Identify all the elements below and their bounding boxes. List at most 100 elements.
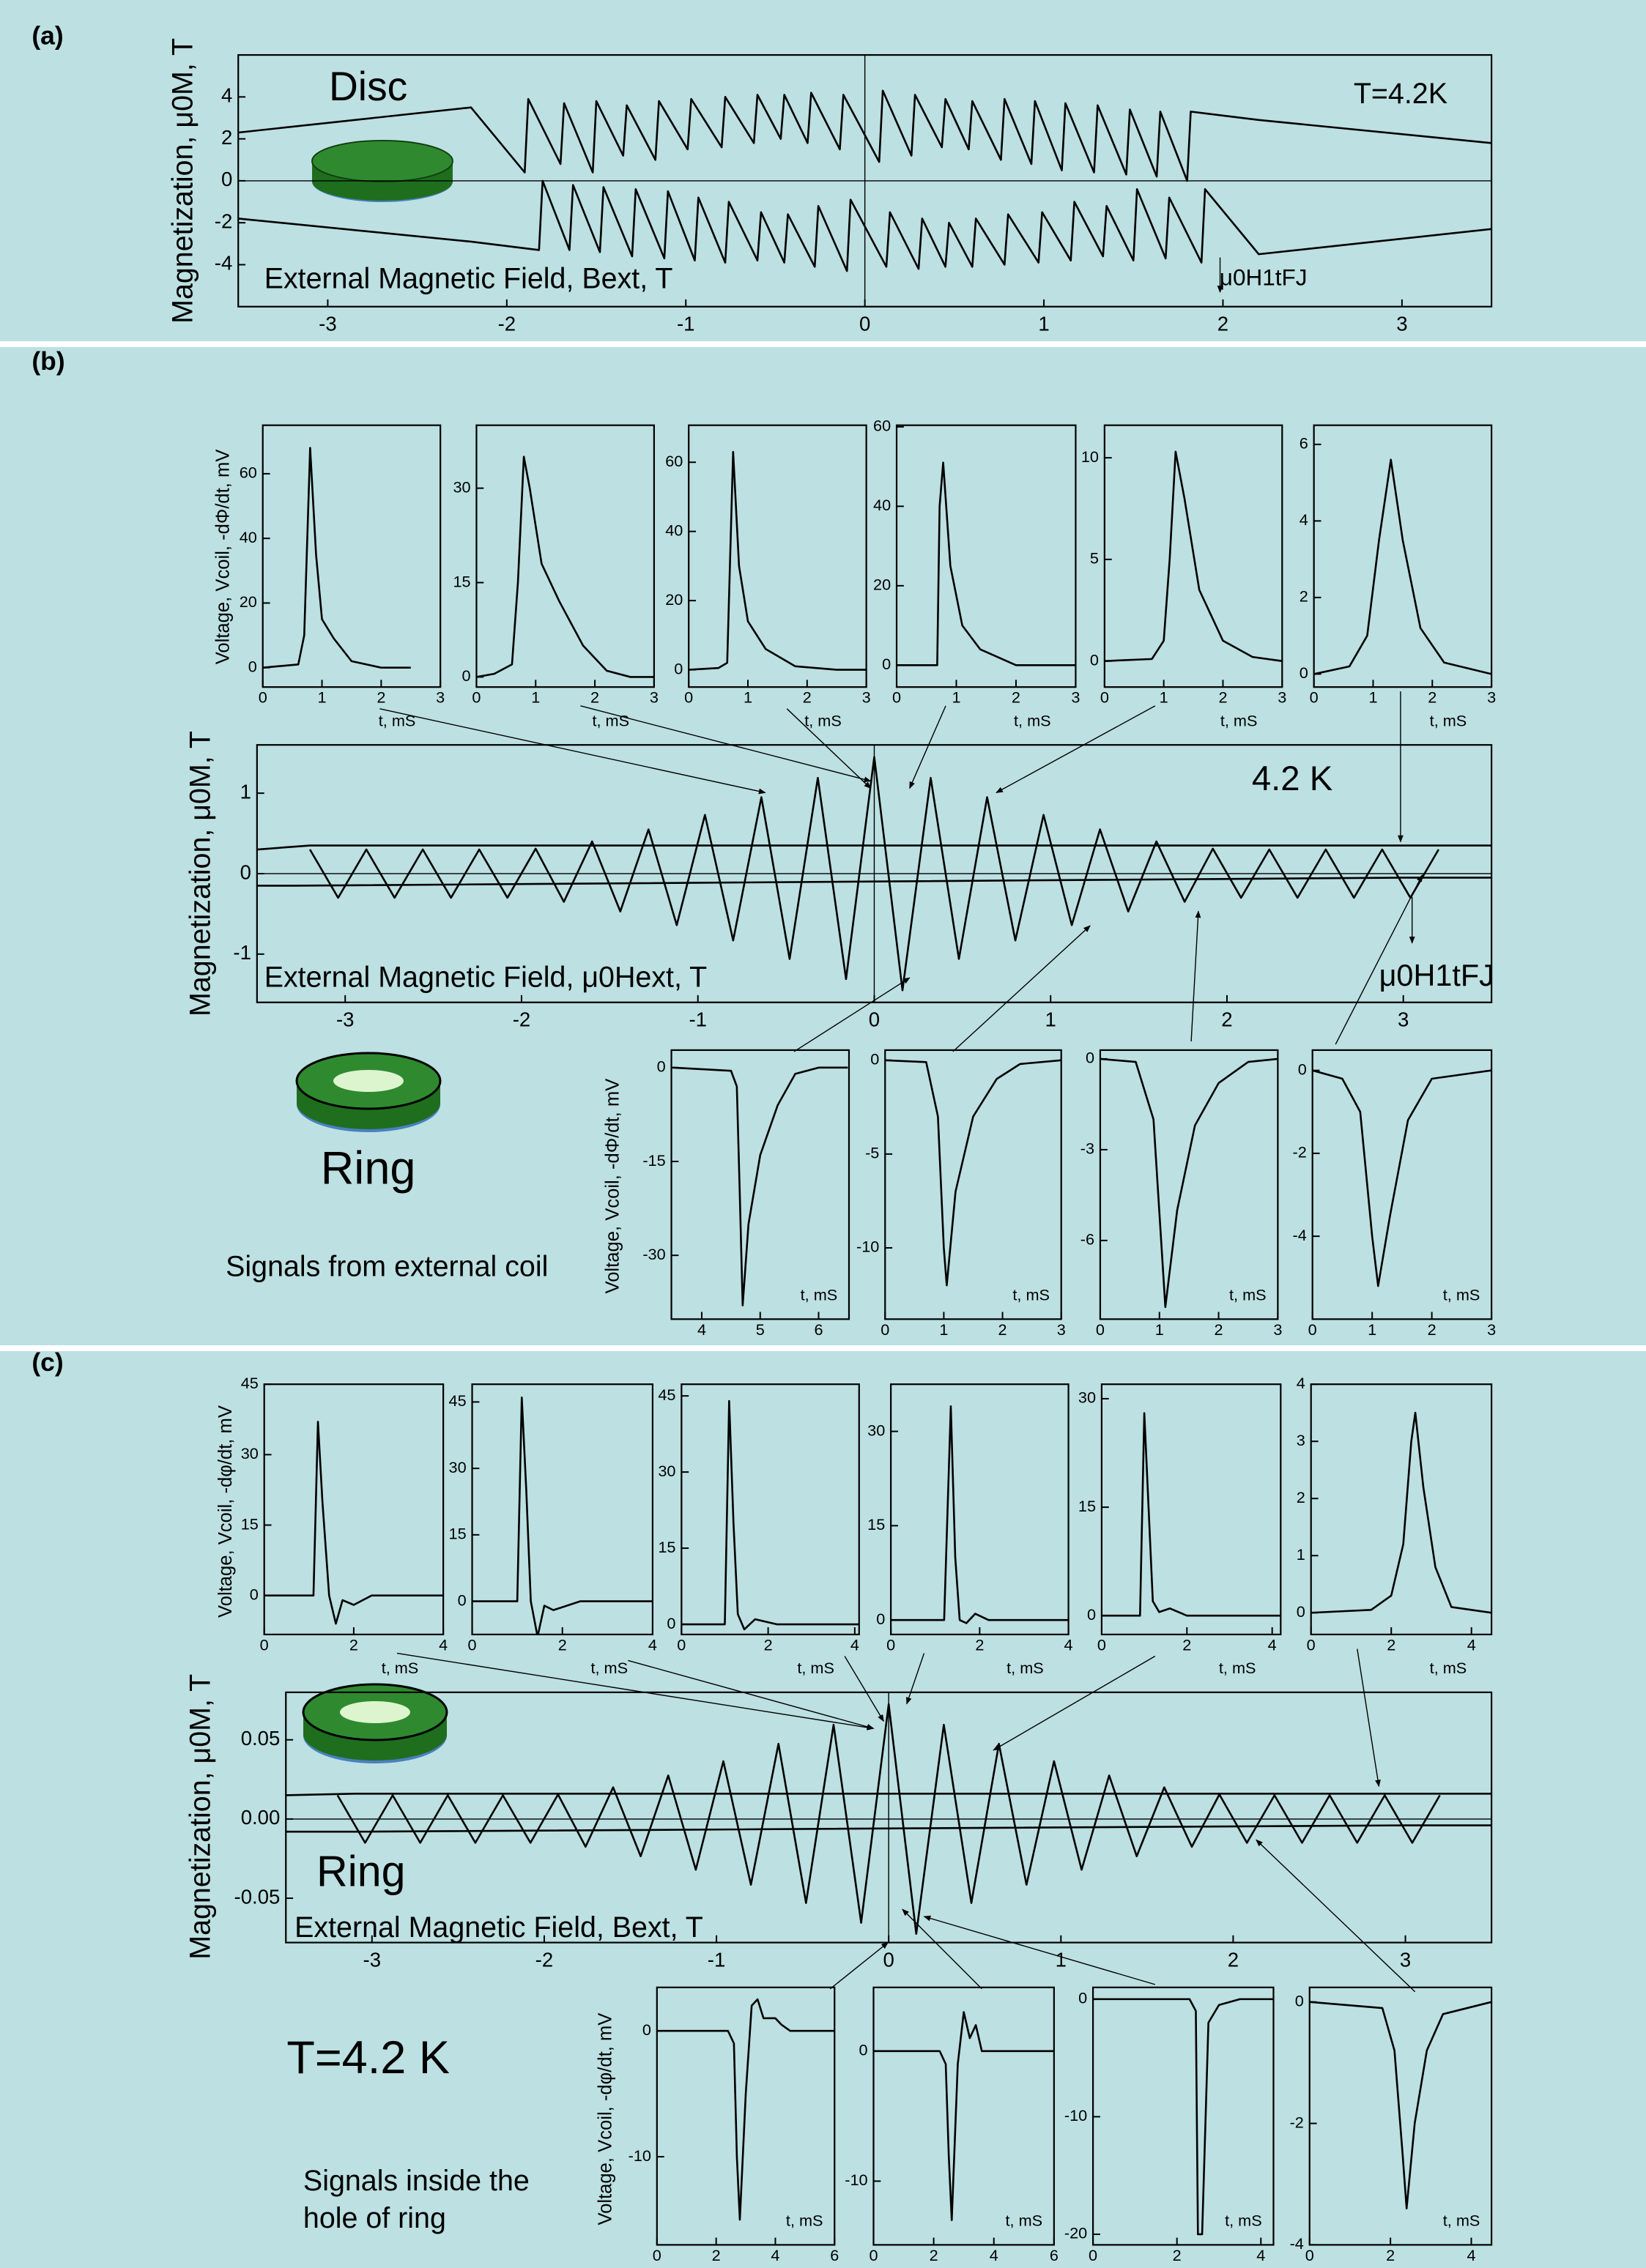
plot-frame (262, 424, 442, 688)
inset-chart: 0 2 4 0 15 30 45 t, mS Voltage, Vcoil, -dφ/dt, m… (215, 1374, 448, 1677)
x-tick-label: 4 (1256, 2246, 1265, 2264)
inset-chart: 0 1 2 3 0 20 40 60 t, mS (665, 424, 871, 729)
y-tick-label: -30 (642, 1245, 665, 1263)
y-tick-label: 0.00 (241, 1806, 281, 1829)
y-tick-label: 0 (1087, 1605, 1096, 1624)
panel-label: (b) (31, 346, 64, 376)
x-tick-label: 2 (1215, 1320, 1223, 1339)
x-tick-label: 0 (1089, 2246, 1097, 2264)
x-axis-label: t, mS (1443, 1285, 1480, 1304)
data-line (885, 1059, 1061, 1287)
x-tick-label: 2 (712, 2246, 721, 2264)
x-tick-label: 2 (803, 688, 812, 707)
annotation: Disc (329, 64, 407, 109)
data-line (238, 89, 1492, 182)
y-axis-label: Magnetization, μ0M, T (184, 1674, 216, 1960)
connector-arrow (580, 705, 872, 783)
annotation: Signals from external coil (226, 1251, 548, 1283)
plot-frame (1310, 1383, 1493, 1635)
y-axis-label: Voltage, Vcoil, -dΦ/dt, mV (602, 1079, 623, 1294)
y-tick-label: 5 (1090, 549, 1099, 568)
x-tick-label: 5 (756, 1320, 765, 1339)
x-axis-label: t, mS (804, 711, 842, 729)
x-tick-label: 0 (260, 1635, 269, 1654)
x-tick-label: 2 (1012, 688, 1020, 707)
x-tick-label: 3 (1273, 1320, 1282, 1339)
x-tick-label: 3 (1487, 1320, 1496, 1339)
inset-chart: 0 1 2 3 0 20 40 60 t, mS Voltage, Vcoil, -dΦ/dt, … (212, 424, 445, 729)
x-tick-label: 2 (998, 1320, 1007, 1339)
x-tick-label: 0 (1305, 2246, 1314, 2264)
y-tick-label: 0 (1297, 1602, 1305, 1621)
x-tick-label: 4 (990, 2246, 998, 2264)
x-axis-label: External Magnetic Field, Bext, T (294, 1911, 703, 1944)
inset-chart: 4 5 6 -30 -15 0 t, mS Voltage, Vcoil, -dΦ/dt, m… (602, 1049, 850, 1339)
panel-label: (a) (31, 21, 63, 51)
x-tick-label: 2 (1218, 688, 1227, 707)
inset-chart: 0 2 4 0 15 30 45 t, mS (658, 1383, 860, 1677)
y-tick-label: 0 (1078, 1989, 1087, 2007)
inset-chart: 0 2 4 0 15 30 45 t, mS (449, 1383, 657, 1677)
x-tick-label: 1 (939, 1320, 948, 1339)
y-tick-label: 15 (867, 1515, 885, 1533)
y-tick-label: 0 (462, 666, 471, 685)
y-tick-label: 1 (240, 780, 251, 803)
plot-frame (688, 424, 867, 688)
x-tick-label: 0 (653, 2246, 661, 2264)
data-line (1100, 1057, 1278, 1309)
y-tick-label: -10 (845, 2171, 867, 2189)
y-tick-label: 30 (658, 1462, 675, 1480)
x-tick-label: 3 (1278, 688, 1286, 707)
plot-frame (1313, 424, 1493, 688)
plot-frame (256, 744, 1493, 1003)
x-tick-label: 1 (318, 688, 327, 707)
inset-chart: 0 2 4 -20 -10 0 t, mS (1064, 1986, 1275, 2264)
x-tick-label: 3 (1071, 688, 1080, 707)
y-tick-label: 30 (1078, 1388, 1096, 1407)
annotation: T=4.2K (1354, 78, 1447, 110)
y-tick-label: -15 (642, 1151, 665, 1170)
y-tick-label: -10 (856, 1238, 879, 1256)
x-tick-label: 2 (1428, 688, 1436, 707)
data-line (1104, 450, 1283, 662)
connector-arrow (952, 925, 1091, 1052)
y-tick-label: 4 (221, 84, 232, 107)
connector-arrow (909, 705, 946, 789)
plot-frame (1091, 1986, 1275, 2246)
data-line (1101, 1412, 1281, 1617)
x-axis-label: t, mS (1225, 2212, 1262, 2230)
annotation: Ring (316, 1846, 406, 1895)
connector-arrow (793, 977, 911, 1052)
annotation: Ring (321, 1143, 416, 1194)
ring-icon (295, 1052, 442, 1132)
y-tick-label: 40 (240, 528, 257, 546)
y-tick-label: 0 (642, 2020, 651, 2039)
x-tick-label: 3 (436, 688, 445, 707)
x-tick-label: 0 (259, 688, 267, 707)
y-tick-label: 0 (870, 1050, 879, 1068)
connector-arrow (902, 1908, 982, 1990)
y-tick-label: 0 (1090, 650, 1099, 669)
x-tick-label: 0 (1307, 1635, 1316, 1654)
x-tick-label: 1 (1368, 1320, 1376, 1339)
plot-frame (1311, 1049, 1493, 1320)
connector-arrow (379, 708, 766, 795)
x-tick-label: 0 (684, 688, 693, 707)
inset-chart: 0 2 4 0 15 30 t, mS (1078, 1383, 1282, 1677)
y-tick-label: 15 (658, 1538, 675, 1556)
y-tick-label: 45 (449, 1391, 467, 1410)
annotation: μ0H1tFJ (1379, 959, 1494, 992)
y-tick-label: -4 (215, 252, 233, 275)
plot-frame (471, 1383, 654, 1635)
x-tick-label: 4 (1467, 2246, 1475, 2264)
x-tick-label: 1 (531, 688, 540, 707)
y-tick-label: 0 (882, 655, 891, 673)
data-line (336, 1703, 1441, 1935)
annotation: 4.2 K (1252, 759, 1333, 798)
plot-frame (1308, 1986, 1493, 2246)
y-tick-label: 30 (241, 1444, 259, 1462)
